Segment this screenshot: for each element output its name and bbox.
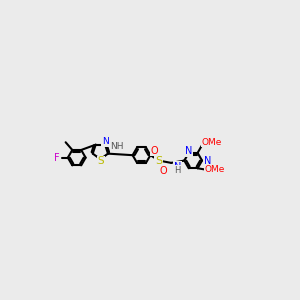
Text: N: N <box>204 156 211 166</box>
Text: S: S <box>155 156 162 166</box>
Text: OMe: OMe <box>204 165 225 174</box>
Text: NH: NH <box>110 142 124 151</box>
Text: S: S <box>98 157 104 166</box>
Text: F: F <box>54 153 60 163</box>
Text: N: N <box>102 137 108 146</box>
Text: H: H <box>174 166 181 175</box>
Text: N: N <box>173 162 181 172</box>
Text: N: N <box>185 146 192 156</box>
Text: OMe: OMe <box>201 138 222 147</box>
Text: O: O <box>150 146 158 156</box>
Text: O: O <box>160 166 167 176</box>
